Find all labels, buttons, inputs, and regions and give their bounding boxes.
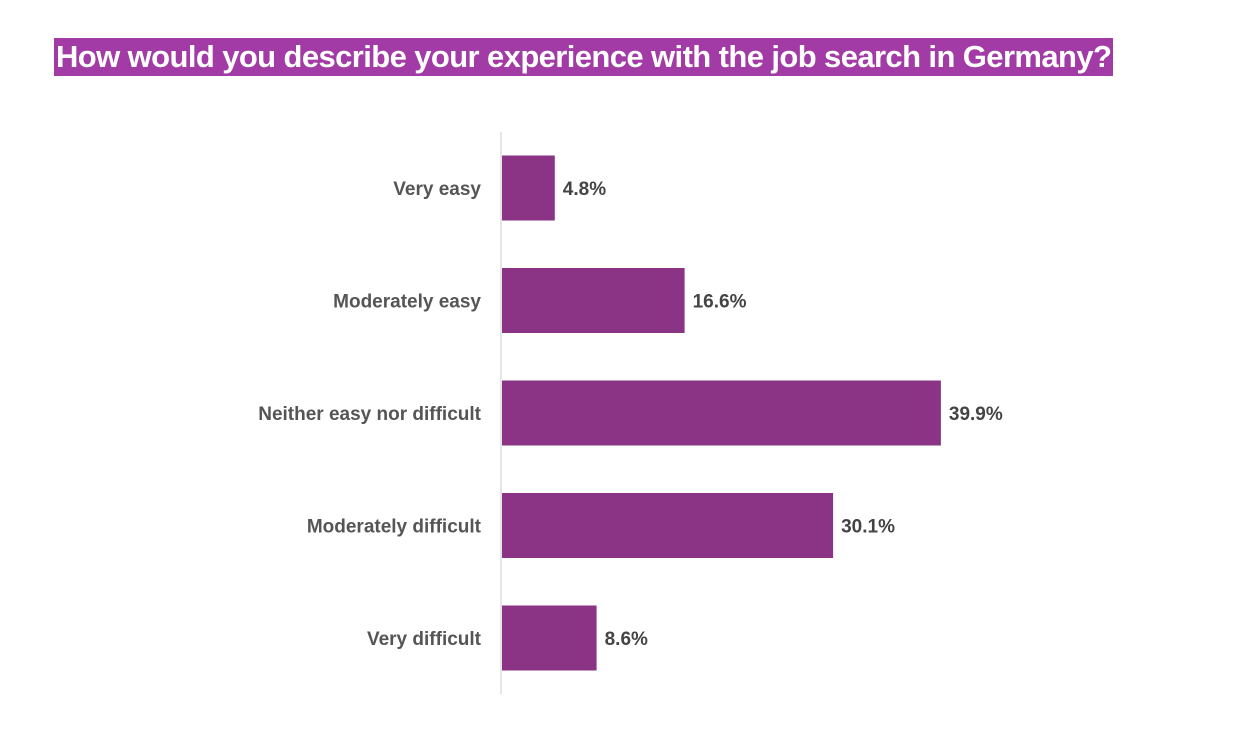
bar xyxy=(502,605,597,671)
value-label: 30.1% xyxy=(841,517,895,538)
category-label: Neither easy nor difficult xyxy=(258,404,481,425)
chart-title: How would you describe your experience w… xyxy=(54,38,1114,76)
title-container: How would you describe your experience w… xyxy=(54,38,1114,76)
value-label: 16.6% xyxy=(693,292,747,313)
value-label: 4.8% xyxy=(563,179,606,200)
value-labels-group: 4.8% 16.6% 39.9% 30.1% 8.6% xyxy=(563,179,1003,650)
bar xyxy=(502,155,555,221)
category-label: Moderately difficult xyxy=(307,517,482,538)
bar xyxy=(502,493,834,558)
value-label: 8.6% xyxy=(605,629,648,650)
category-label: Very easy xyxy=(393,179,481,200)
value-label: 39.9% xyxy=(949,404,1003,425)
bar xyxy=(502,380,941,446)
bars-group xyxy=(502,155,941,671)
category-labels-group: Very easy Moderately easy Neither easy nor… xyxy=(258,179,481,650)
category-label: Moderately easy xyxy=(333,292,481,313)
category-label: Very difficult xyxy=(367,629,482,650)
bar xyxy=(502,268,685,333)
